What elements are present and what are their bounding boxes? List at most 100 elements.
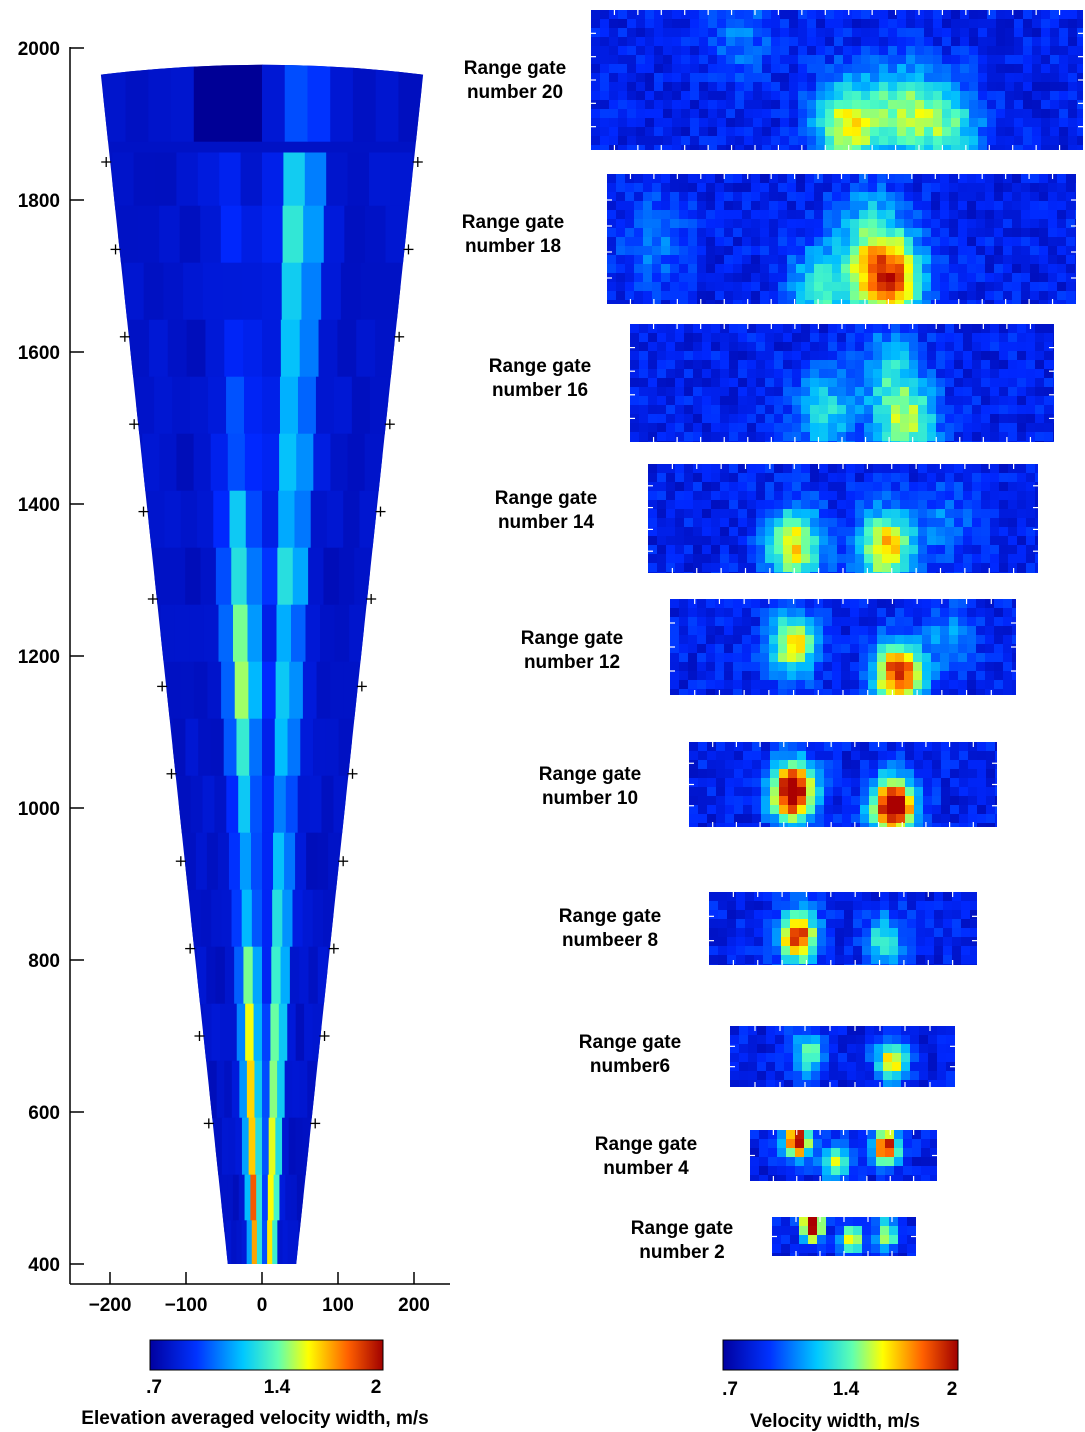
panel-cell bbox=[681, 109, 691, 119]
panel-cell bbox=[837, 396, 847, 406]
panel-cell bbox=[864, 387, 874, 397]
panel-cell bbox=[951, 28, 961, 38]
panel-cell bbox=[715, 671, 725, 681]
panel-cell bbox=[844, 901, 854, 911]
panel-cell bbox=[861, 64, 871, 74]
panel-cell bbox=[709, 910, 719, 920]
panel-cell bbox=[891, 491, 901, 501]
panel-cell bbox=[675, 369, 685, 379]
panel-cell bbox=[915, 46, 925, 56]
panel-cell bbox=[729, 482, 739, 492]
panel-cell bbox=[742, 599, 752, 609]
panel-cell bbox=[864, 536, 874, 546]
panel-cell bbox=[771, 19, 781, 29]
panel-cell bbox=[690, 118, 700, 128]
panel-cell bbox=[918, 500, 928, 510]
panel-label-line2: number 12 bbox=[524, 652, 620, 673]
panel-cell bbox=[806, 778, 816, 788]
panel-cell bbox=[690, 127, 700, 137]
panel-cell bbox=[600, 136, 610, 146]
panel-cell bbox=[1008, 482, 1018, 492]
panel-cell bbox=[916, 937, 926, 947]
fan-cell bbox=[123, 262, 145, 321]
panel-cell bbox=[774, 378, 784, 388]
panel-cell bbox=[754, 937, 764, 947]
panel-cell bbox=[789, 10, 799, 20]
panel-cell bbox=[735, 118, 745, 128]
panel-cell bbox=[963, 342, 973, 352]
panel-cell bbox=[1012, 626, 1016, 636]
fan-cell bbox=[253, 1003, 263, 1062]
panel-cell bbox=[952, 964, 962, 965]
panel-cell bbox=[774, 464, 784, 474]
fan-cell bbox=[262, 64, 286, 142]
panel-cell bbox=[934, 946, 944, 956]
fan-cell bbox=[148, 64, 172, 142]
panel-cell bbox=[986, 787, 996, 797]
panel-cell bbox=[937, 1062, 947, 1072]
panel-cell bbox=[769, 273, 779, 283]
panel-cell bbox=[823, 264, 833, 274]
panel-cell bbox=[780, 127, 790, 137]
panel-cell bbox=[1077, 145, 1083, 150]
panel-cell bbox=[963, 500, 973, 510]
panel-cell bbox=[876, 1175, 886, 1181]
panel-cell bbox=[878, 814, 888, 824]
panel-cell bbox=[994, 210, 1004, 220]
panel-cell bbox=[961, 919, 971, 929]
panel-cell bbox=[706, 291, 716, 301]
fan-cell bbox=[178, 775, 192, 834]
panel-cell bbox=[999, 333, 1009, 343]
panel-cell bbox=[1003, 608, 1013, 618]
panel-cell bbox=[816, 145, 826, 150]
panel-cell bbox=[645, 109, 655, 119]
panel-cell bbox=[802, 1035, 812, 1045]
panel-cell bbox=[923, 796, 933, 806]
panel-cell bbox=[1003, 644, 1013, 654]
panel-cell bbox=[904, 617, 914, 627]
panel-cell bbox=[837, 405, 847, 415]
panel-cell bbox=[636, 73, 646, 83]
panel-cell bbox=[688, 210, 698, 220]
panel-cell bbox=[787, 210, 797, 220]
panel-cell bbox=[1068, 64, 1078, 74]
panel-cell bbox=[627, 37, 637, 47]
panel-cell bbox=[909, 572, 919, 573]
panel-cell bbox=[859, 219, 869, 229]
panel-cell bbox=[736, 910, 746, 920]
panel-cell bbox=[654, 100, 664, 110]
panel-cell bbox=[985, 608, 995, 618]
fan-cell bbox=[236, 718, 250, 777]
panel-cell bbox=[756, 491, 766, 501]
panel-cell bbox=[897, 118, 907, 128]
panel-cell bbox=[760, 246, 770, 256]
panel-cell bbox=[670, 635, 680, 645]
panel-cell bbox=[756, 563, 766, 573]
panel-cell bbox=[778, 608, 788, 618]
panel-cell bbox=[986, 805, 996, 815]
panel-cell bbox=[940, 599, 950, 609]
panel-cell bbox=[820, 1080, 830, 1087]
panel-cell bbox=[951, 100, 961, 110]
fan-cell bbox=[262, 1060, 271, 1119]
panel-cell bbox=[805, 608, 815, 618]
panel-cell bbox=[1041, 46, 1051, 56]
panel-cell bbox=[846, 360, 856, 370]
panel-cell bbox=[751, 264, 761, 274]
panel-cell bbox=[829, 1044, 839, 1054]
panel-cell bbox=[1008, 396, 1018, 406]
panel-cell bbox=[909, 473, 919, 483]
panel-cell bbox=[1008, 464, 1018, 474]
panel-cell bbox=[672, 10, 682, 20]
panel-cell bbox=[859, 644, 869, 654]
panel-cell bbox=[835, 901, 845, 911]
panel-cell bbox=[976, 210, 986, 220]
panel-ticks bbox=[709, 892, 977, 965]
panel-cell bbox=[639, 360, 649, 370]
panel-cell bbox=[859, 273, 869, 283]
panel-cell bbox=[720, 360, 730, 370]
panel-cell bbox=[711, 360, 721, 370]
panel-cell bbox=[952, 928, 962, 938]
panel-cell bbox=[889, 937, 899, 947]
panel-cell bbox=[707, 769, 717, 779]
